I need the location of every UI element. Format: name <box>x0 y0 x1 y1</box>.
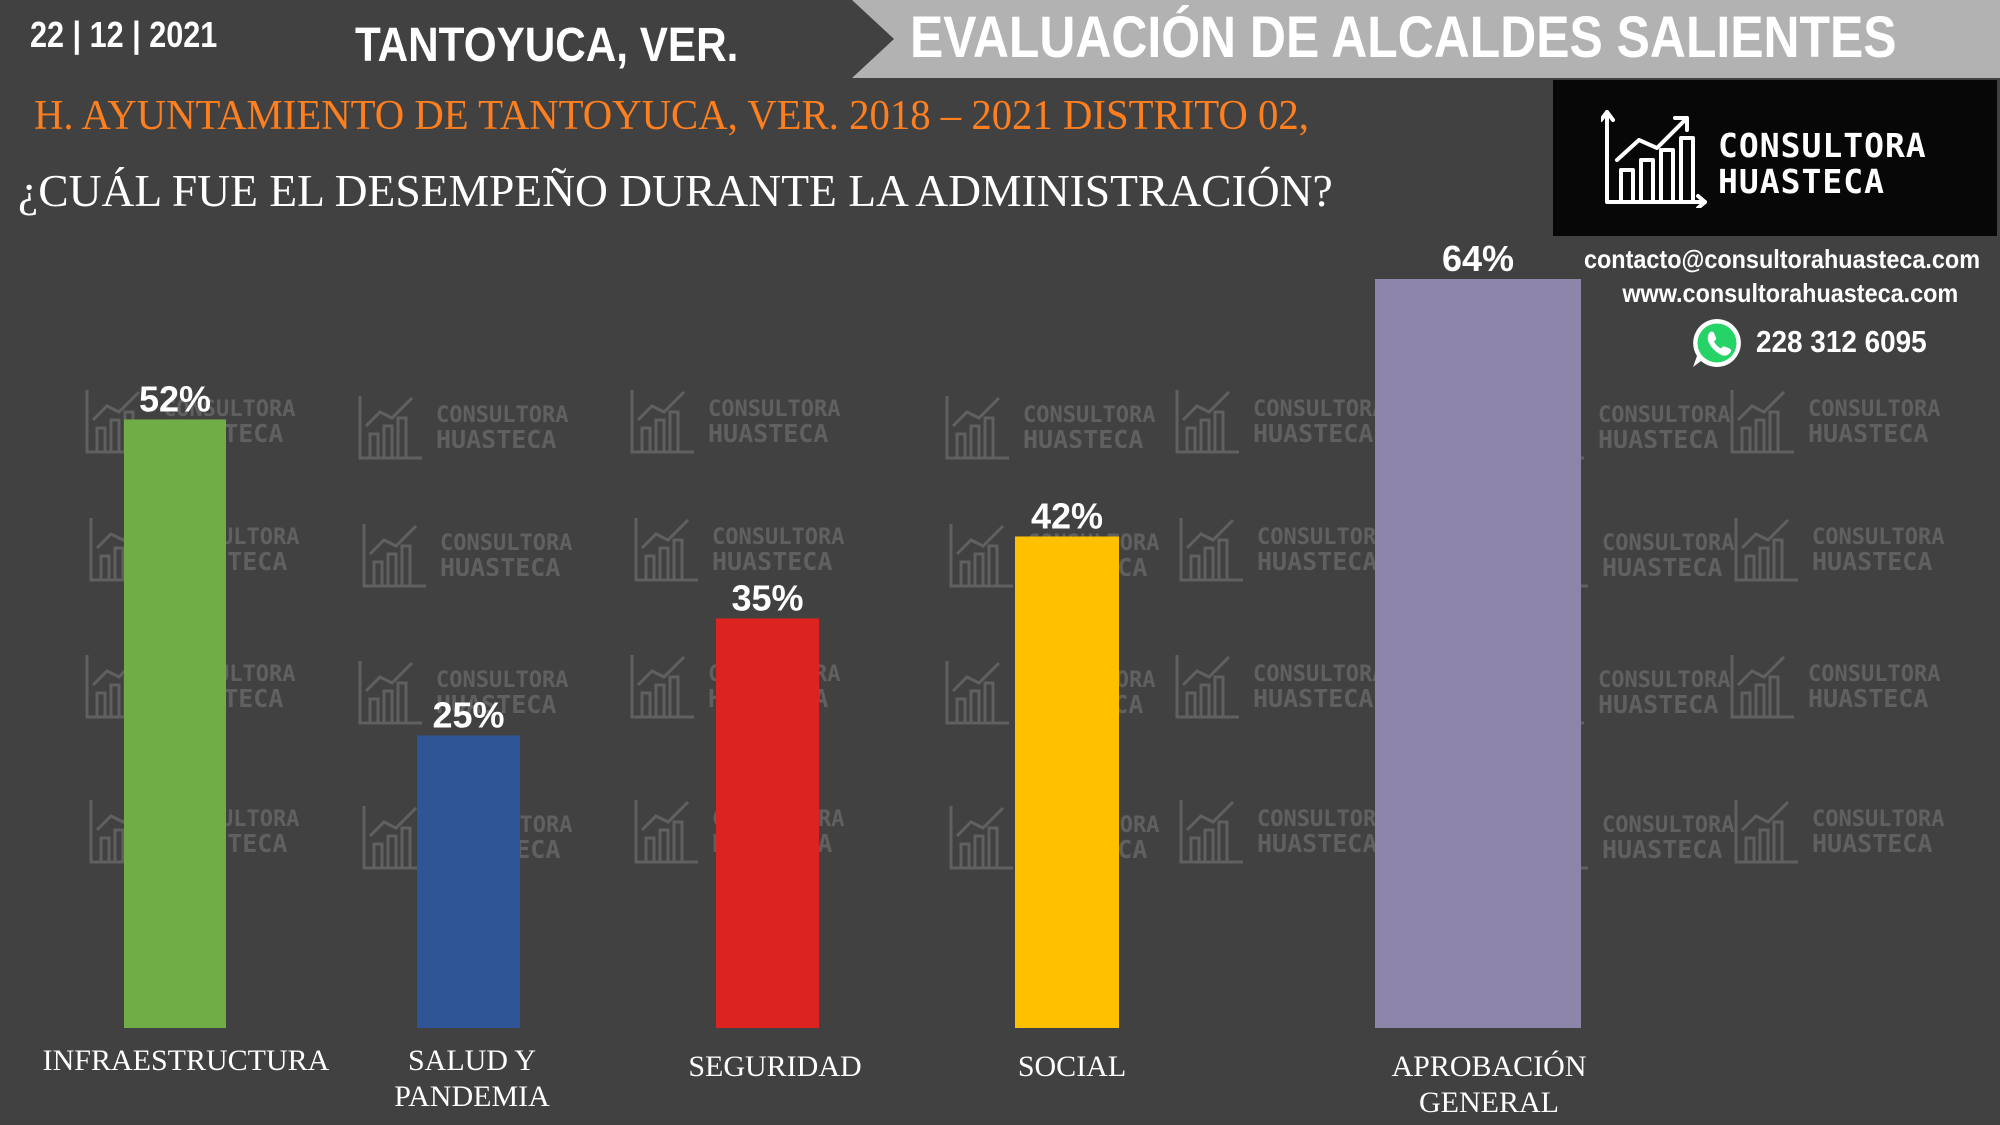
bar <box>1015 536 1119 1028</box>
bar <box>124 419 226 1028</box>
watermark-text: CONSULTORA <box>1602 813 1734 838</box>
watermark-text: HUASTECA <box>712 547 832 576</box>
watermark-text: CONSULTORA <box>1257 807 1389 832</box>
watermark-text: HUASTECA <box>436 425 556 454</box>
watermark-text: CONSULTORA <box>712 525 844 550</box>
watermark-text: CONSULTORA <box>1023 403 1155 428</box>
banner-title: EVALUACIÓN DE ALCALDES SALIENTES <box>910 5 1897 70</box>
watermark-text: HUASTECA <box>1253 684 1373 713</box>
data-label: 64% <box>1442 238 1514 279</box>
watermark-text: HUASTECA <box>1808 684 1928 713</box>
watermark-text: HUASTECA <box>708 419 828 448</box>
watermark-text: HUASTECA <box>1602 835 1722 864</box>
watermark-text: CONSULTORA <box>1598 668 1730 693</box>
watermark-text: HUASTECA <box>1257 547 1377 576</box>
watermark-text: CONSULTORA <box>1812 525 1944 550</box>
watermark-text: HUASTECA <box>1602 553 1722 582</box>
category-label: INFRAESTRUCTURA <box>43 1044 330 1077</box>
data-label: 25% <box>432 694 504 735</box>
category-label: PANDEMIA <box>394 1080 550 1113</box>
bar <box>716 618 819 1028</box>
brand-line-1: CONSULTORA <box>1718 126 1927 165</box>
watermark-text: CONSULTORA <box>1812 807 1944 832</box>
contact-email[interactable]: contacto@consultorahuasteca.com <box>1583 244 1980 274</box>
brand-name: CONSULTORA HUASTECA <box>1718 128 1927 200</box>
watermark-text: CONSULTORA <box>1253 662 1385 687</box>
watermark-text: CONSULTORA <box>436 403 568 428</box>
watermark-text: CONSULTORA <box>1808 397 1940 422</box>
brand-line-2: HUASTECA <box>1718 162 1885 201</box>
brand-logo: CONSULTORA HUASTECA <box>1553 80 1997 236</box>
date-label: 22 | 12 | 2021 <box>30 14 218 55</box>
watermark-text: HUASTECA <box>440 553 560 582</box>
watermark-text: HUASTECA <box>1598 690 1718 719</box>
contact-website[interactable]: www.consultorahuasteca.com <box>1622 278 1958 308</box>
watermark-text: HUASTECA <box>436 690 556 719</box>
category-label: SOCIAL <box>1018 1050 1126 1083</box>
watermark-text: CONSULTORA <box>1598 403 1730 428</box>
watermark-text: HUASTECA <box>1253 419 1373 448</box>
watermark-text: CONSULTORA <box>1602 531 1734 556</box>
question-title: ¿CUÁL FUE EL DESEMPEÑO DURANTE LA ADMINI… <box>18 165 1333 216</box>
data-label: 42% <box>1031 495 1103 536</box>
watermark-text: CONSULTORA <box>163 397 295 422</box>
bar <box>1375 279 1581 1028</box>
contact-phone[interactable]: 228 312 6095 <box>1756 324 1927 359</box>
watermark-text: CONSULTORA <box>1253 397 1385 422</box>
watermark-text: CONSULTORA <box>1808 662 1940 687</box>
data-label: 52% <box>139 378 211 419</box>
watermark-text: CONSULTORA <box>436 668 568 693</box>
data-label: 35% <box>731 577 803 618</box>
category-label: APROBACIÓN <box>1391 1050 1586 1083</box>
category-label: SEGURIDAD <box>688 1050 861 1083</box>
watermark-text: HUASTECA <box>1812 829 1932 858</box>
category-label: SALUD Y <box>408 1044 536 1077</box>
watermark-text: HUASTECA <box>1023 425 1143 454</box>
watermark-text: CONSULTORA <box>440 531 572 556</box>
title-banner <box>852 0 2000 78</box>
watermark-text: HUASTECA <box>1257 829 1377 858</box>
category-label: GENERAL <box>1419 1086 1559 1119</box>
watermark-text: CONSULTORA <box>1257 525 1389 550</box>
whatsapp-icon <box>1693 319 1741 367</box>
watermark-text: HUASTECA <box>1812 547 1932 576</box>
city-label: TANTOYUCA, VER. <box>355 19 739 72</box>
watermark-text: CONSULTORA <box>708 397 840 422</box>
subtitle: H. AYUNTAMIENTO DE TANTOYUCA, VER. 2018 … <box>34 93 1309 139</box>
watermark-text: HUASTECA <box>1808 419 1928 448</box>
watermark-text: HUASTECA <box>1598 425 1718 454</box>
chart-growth-icon <box>1601 110 1707 208</box>
bar <box>417 735 520 1028</box>
